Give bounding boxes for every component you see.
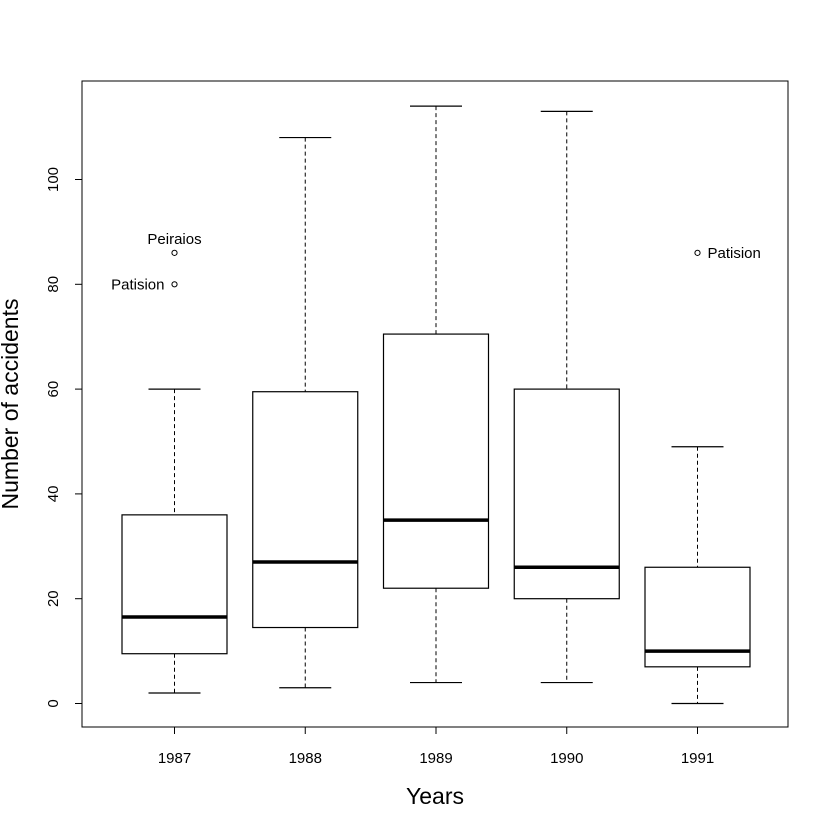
y-tick-label: 100 — [45, 167, 62, 192]
x-tick-label: 1991 — [681, 750, 714, 767]
box-1991: Patision — [644, 245, 761, 705]
x-tick-label: 1987 — [158, 750, 191, 767]
y-tick-label: 0 — [45, 699, 62, 707]
boxes-layer: Peiraios Patision Patision — [111, 105, 761, 705]
y-tick-label: 40 — [45, 486, 62, 503]
y-tick-label: 20 — [45, 590, 62, 607]
outlier-label: Peiraios — [147, 231, 201, 248]
x-tick-label: 1988 — [289, 750, 322, 767]
x-axis: 1987 1988 1989 1990 1991 — [158, 726, 714, 767]
y-axis: 0 20 40 60 80 100 — [45, 167, 83, 708]
y-tick-label: 60 — [45, 381, 62, 398]
x-tick-label: 1990 — [550, 750, 583, 767]
outlier-point — [694, 249, 701, 256]
iqr-box — [382, 333, 490, 589]
box-1989 — [382, 105, 490, 684]
y-axis-title: Number of accidents — [0, 299, 23, 510]
outlier-label: Patision — [708, 245, 761, 262]
box-1990 — [513, 110, 620, 684]
x-axis-title: Years — [406, 783, 464, 809]
outlier-label: Patision — [111, 276, 164, 293]
iqr-box — [513, 388, 620, 600]
y-tick-label: 80 — [45, 276, 62, 293]
x-tick-label: 1989 — [419, 750, 452, 767]
box-1987: Peiraios Patision — [111, 231, 228, 694]
outlier-point — [171, 281, 178, 288]
iqr-box — [252, 391, 359, 629]
outlier-point — [171, 249, 178, 256]
iqr-box — [121, 514, 228, 655]
box-1988 — [252, 136, 359, 689]
